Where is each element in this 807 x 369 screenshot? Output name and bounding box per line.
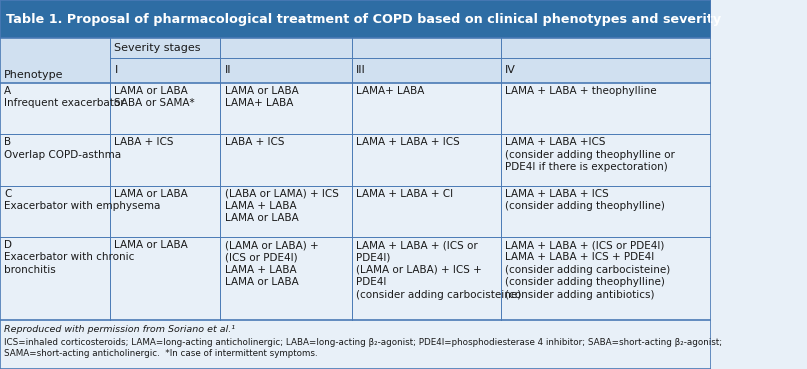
FancyBboxPatch shape (0, 83, 710, 134)
Text: LABA + ICS: LABA + ICS (224, 137, 284, 147)
Text: B
Overlap COPD-asthma: B Overlap COPD-asthma (4, 137, 121, 159)
Text: Severity stages: Severity stages (114, 43, 200, 53)
Text: C
Exacerbator with emphysema: C Exacerbator with emphysema (4, 189, 161, 211)
FancyBboxPatch shape (0, 0, 710, 38)
Text: LAMA or LABA: LAMA or LABA (115, 240, 188, 250)
Text: IV: IV (505, 65, 516, 75)
Text: LAMA + LABA + ICS
(consider adding theophylline): LAMA + LABA + ICS (consider adding theop… (505, 189, 665, 211)
FancyBboxPatch shape (0, 186, 710, 237)
Text: LABA + ICS: LABA + ICS (115, 137, 174, 147)
Text: LAMA or LABA
LAMA+ LABA: LAMA or LABA LAMA+ LABA (224, 86, 299, 108)
Text: (LABA or LAMA) + ICS
LAMA + LABA
LAMA or LABA: (LABA or LAMA) + ICS LAMA + LABA LAMA or… (224, 189, 338, 223)
Text: LAMA+ LABA: LAMA+ LABA (356, 86, 424, 96)
Text: (LAMA or LABA) +
(ICS or PDE4I)
LAMA + LABA
LAMA or LABA: (LAMA or LABA) + (ICS or PDE4I) LAMA + L… (224, 240, 318, 287)
Text: III: III (356, 65, 366, 75)
Text: LAMA or LABA: LAMA or LABA (115, 189, 188, 199)
Text: LAMA or LABA
SABA or SAMA*: LAMA or LABA SABA or SAMA* (115, 86, 195, 108)
FancyBboxPatch shape (0, 237, 710, 320)
Text: LAMA + LABA + CI: LAMA + LABA + CI (356, 189, 453, 199)
Text: Phenotype: Phenotype (4, 70, 64, 80)
Text: Table 1. Proposal of pharmacological treatment of COPD based on clinical phenoty: Table 1. Proposal of pharmacological tre… (6, 13, 721, 25)
Text: LAMA + LABA + theophylline: LAMA + LABA + theophylline (505, 86, 657, 96)
Text: LAMA + LABA + (ICS or PDE4I)
LAMA + LABA + ICS + PDE4I
(consider adding carbocis: LAMA + LABA + (ICS or PDE4I) LAMA + LABA… (505, 240, 671, 300)
Text: A
Infrequent exacerbator: A Infrequent exacerbator (4, 86, 125, 108)
Text: I: I (115, 65, 118, 75)
Text: II: II (224, 65, 231, 75)
Text: LAMA + LABA +ICS
(consider adding theophylline or
PDE4I if there is expectoratio: LAMA + LABA +ICS (consider adding theoph… (505, 137, 675, 172)
FancyBboxPatch shape (0, 38, 710, 83)
Text: D
Exacerbator with chronic
bronchitis: D Exacerbator with chronic bronchitis (4, 240, 135, 275)
Text: ICS=inhaled corticosteroids; LAMA=long-acting anticholinergic; LABA=long-acting : ICS=inhaled corticosteroids; LAMA=long-a… (4, 338, 722, 358)
Text: LAMA + LABA + (ICS or
PDE4I)
(LAMA or LABA) + ICS +
PDE4I
(consider adding carbo: LAMA + LABA + (ICS or PDE4I) (LAMA or LA… (356, 240, 521, 300)
FancyBboxPatch shape (0, 134, 710, 186)
Text: LAMA + LABA + ICS: LAMA + LABA + ICS (356, 137, 460, 147)
Text: Reproduced with permission from Soriano et al.¹: Reproduced with permission from Soriano … (4, 325, 236, 334)
FancyBboxPatch shape (0, 322, 710, 369)
